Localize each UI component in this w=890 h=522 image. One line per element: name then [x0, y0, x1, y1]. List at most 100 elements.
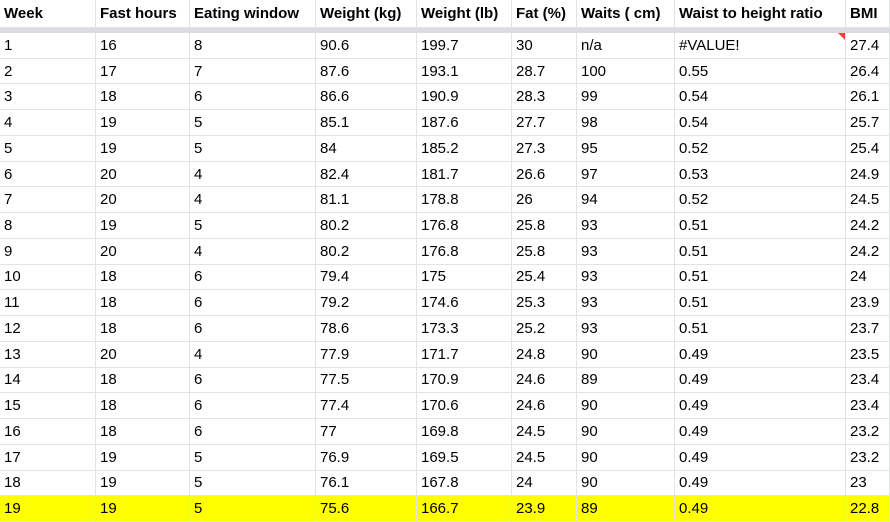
data-row: 4 19 5 85.1 187.6 27.7 98 0.54 25.7 [0, 110, 890, 136]
cell: 3 [0, 84, 96, 111]
cell: 89 [577, 367, 675, 394]
cell: 0.51 [675, 238, 846, 265]
cell: 19 [96, 496, 190, 522]
cell: 90.6 [316, 33, 417, 59]
cell: 18 [96, 264, 190, 291]
cell: 5 [190, 110, 316, 136]
data-row: 11 18 6 79.2 174.6 25.3 93 0.51 23.9 [0, 290, 890, 317]
cell: 1 [0, 33, 96, 59]
cell: 190.9 [417, 84, 512, 111]
cell: 26 [512, 187, 577, 214]
cell: Weight (lb) [417, 0, 512, 28]
cell: 170.9 [417, 367, 512, 394]
cell: 6 [190, 290, 316, 317]
cell: 173.3 [417, 316, 512, 342]
cell: 89 [577, 496, 675, 522]
cell: 25.4 [512, 264, 577, 291]
cell: 26.6 [512, 161, 577, 188]
cell: 0.53 [675, 161, 846, 188]
cell: 26.4 [846, 58, 890, 85]
cell: 7 [190, 58, 316, 85]
cell: 4 [190, 187, 316, 214]
data-row: 12 18 6 78.6 173.3 25.2 93 0.51 23.7 [0, 316, 890, 342]
cell: 24.5 [512, 444, 577, 471]
cell: 90 [577, 341, 675, 368]
cell: 18 [96, 290, 190, 317]
cell: 176.8 [417, 213, 512, 239]
cell: 187.6 [417, 110, 512, 136]
cell: 23.4 [846, 367, 890, 394]
cell: 0.49 [675, 341, 846, 368]
data-row: 13 20 4 77.9 171.7 24.8 90 0.49 23.5 [0, 341, 890, 368]
cell: 0.49 [675, 470, 846, 497]
cell: 6 [190, 84, 316, 111]
cell: 78.6 [316, 316, 417, 342]
cell: 80.2 [316, 238, 417, 265]
cell: 79.4 [316, 264, 417, 291]
cell: 2 [0, 58, 96, 85]
data-row: 1 16 8 90.6 199.7 30 n/a #VALUE! 27.4 [0, 33, 890, 59]
cell: 167.8 [417, 470, 512, 497]
cell: 25.7 [846, 110, 890, 136]
cell: 0.52 [675, 135, 846, 162]
cell: 8 [190, 33, 316, 59]
cell: 98 [577, 110, 675, 136]
cell: 185.2 [417, 135, 512, 162]
cell: 5 [190, 496, 316, 522]
cell: 82.4 [316, 161, 417, 188]
cell: 23.9 [846, 290, 890, 317]
data-row: 8 19 5 80.2 176.8 25.8 93 0.51 24.2 [0, 213, 890, 239]
cell: Waits ( cm) [577, 0, 675, 28]
cell: 93 [577, 213, 675, 239]
cell: 27.7 [512, 110, 577, 136]
cell: 16 [96, 33, 190, 59]
cell: Weight (kg) [316, 0, 417, 28]
cell: 16 [0, 419, 96, 445]
cell: 100 [577, 58, 675, 85]
cell: 5 [190, 135, 316, 162]
cell: 24 [846, 264, 890, 291]
cell: 93 [577, 264, 675, 291]
comment-marker[interactable] [838, 33, 845, 40]
cell: 30 [512, 33, 577, 59]
cell: 0.49 [675, 393, 846, 420]
cell: 193.1 [417, 58, 512, 85]
data-row: 14 18 6 77.5 170.9 24.6 89 0.49 23.4 [0, 367, 890, 394]
cell: 10 [0, 264, 96, 291]
cell: Fast hours [96, 0, 190, 28]
cell: 19 [96, 110, 190, 136]
cell: 24 [512, 470, 577, 497]
cell: 176.8 [417, 238, 512, 265]
cell: 6 [0, 161, 96, 188]
cell: 23.2 [846, 419, 890, 445]
cell: Eating window [190, 0, 316, 28]
cell: 11 [0, 290, 96, 317]
cell: 0.51 [675, 264, 846, 291]
cell: 25.2 [512, 316, 577, 342]
cell: 175 [417, 264, 512, 291]
cell: 97 [577, 161, 675, 188]
cell: 18 [96, 419, 190, 445]
cell: 20 [96, 238, 190, 265]
cell: 24.2 [846, 213, 890, 239]
cell: 24.6 [512, 367, 577, 394]
cell: 19 [96, 213, 190, 239]
cell: 26.1 [846, 84, 890, 111]
cell: 20 [96, 341, 190, 368]
data-row: 3 18 6 86.6 190.9 28.3 99 0.54 26.1 [0, 84, 890, 111]
cell: 7 [0, 187, 96, 214]
header-row: Week Fast hours Eating window Weight (kg) We… [0, 0, 890, 28]
cell: 5 [190, 213, 316, 239]
cell: 19 [0, 496, 96, 522]
cell: 174.6 [417, 290, 512, 317]
cell: Week [0, 0, 96, 28]
cell: 0.51 [675, 316, 846, 342]
data-row: 7 20 4 81.1 178.8 26 94 0.52 24.5 [0, 187, 890, 214]
cell: 77.9 [316, 341, 417, 368]
cell: 23 [846, 470, 890, 497]
cell: 93 [577, 316, 675, 342]
cell: #VALUE! [675, 33, 846, 59]
cell: 25.3 [512, 290, 577, 317]
cell: 24.5 [846, 187, 890, 214]
